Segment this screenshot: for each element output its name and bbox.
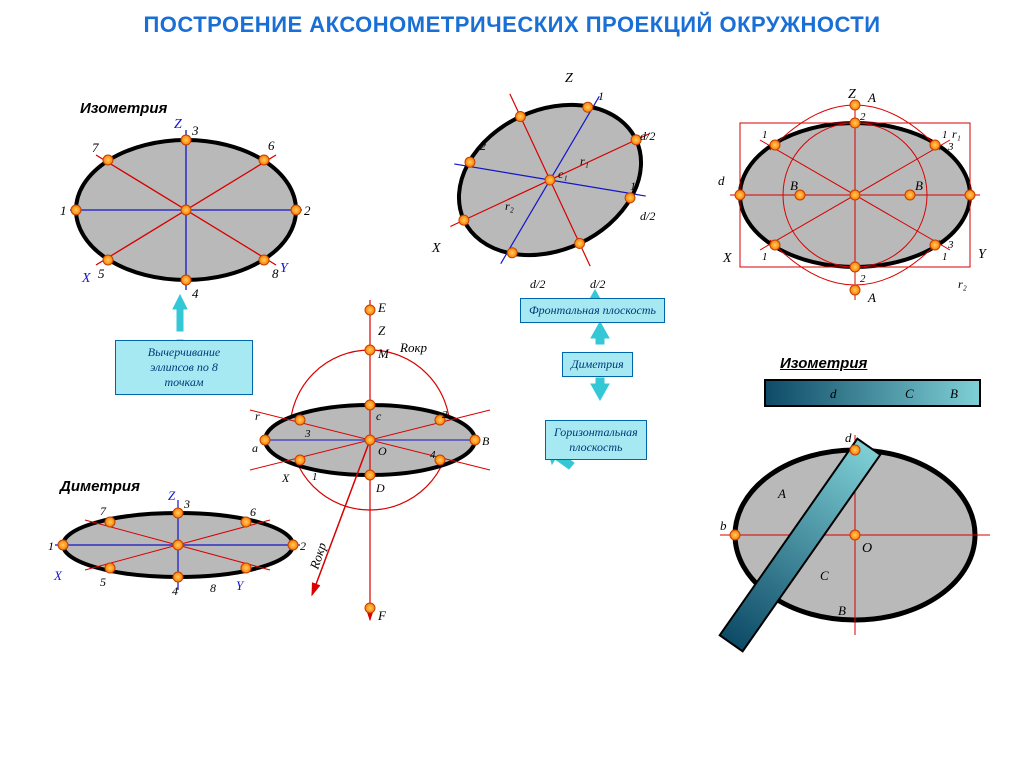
- svg-text:B: B: [838, 603, 846, 618]
- svg-text:Z: Z: [168, 488, 176, 503]
- svg-text:3: 3: [947, 239, 954, 251]
- svg-text:5: 5: [100, 575, 106, 589]
- svg-text:B: B: [482, 434, 490, 448]
- svg-text:1: 1: [60, 203, 67, 218]
- svg-text:3: 3: [183, 497, 190, 511]
- svg-text:1: 1: [942, 251, 948, 263]
- svg-text:A: A: [867, 290, 876, 305]
- fig6-iso-bars: O b d d C B A C B: [720, 380, 990, 651]
- callout-horizontal: Горизонтальнаяплоскость: [545, 420, 647, 460]
- svg-text:1: 1: [312, 471, 318, 483]
- svg-text:Y: Y: [978, 247, 988, 262]
- svg-text:2: 2: [860, 111, 866, 123]
- svg-text:a: a: [252, 441, 258, 455]
- fig5-dimetry-ellipse: 1 2 3 4 5 6 7 8 Z X Y: [48, 488, 306, 598]
- svg-text:c₁: c₁: [558, 167, 568, 181]
- svg-text:2: 2: [304, 203, 311, 218]
- fig4-construction: E F Z M Rокр c O a B D X r 3 1 2 4 Rокр: [250, 300, 490, 623]
- svg-text:d: d: [718, 173, 725, 188]
- svg-text:Y: Y: [236, 578, 245, 593]
- svg-text:r₁: r₁: [580, 154, 589, 168]
- callout-dimetry: Диметрия: [562, 352, 633, 377]
- svg-text:D: D: [375, 481, 385, 495]
- svg-text:X: X: [53, 568, 63, 583]
- svg-text:B: B: [915, 178, 923, 193]
- svg-text:d/2: d/2: [640, 129, 655, 143]
- svg-text:M: M: [377, 346, 390, 361]
- svg-text:8: 8: [210, 581, 216, 595]
- svg-text:d/2: d/2: [590, 277, 605, 291]
- svg-text:r: r: [255, 409, 260, 423]
- svg-text:b: b: [720, 518, 727, 533]
- svg-text:6: 6: [268, 138, 275, 153]
- svg-text:O: O: [862, 541, 872, 556]
- svg-text:3: 3: [304, 428, 311, 440]
- svg-text:1: 1: [48, 539, 54, 553]
- svg-text:7: 7: [100, 504, 107, 518]
- svg-text:d/2: d/2: [640, 209, 655, 223]
- svg-text:4: 4: [192, 286, 199, 301]
- svg-text:X: X: [281, 471, 290, 485]
- callout-frontal: Фронтальная плоскость: [520, 298, 665, 323]
- svg-text:B: B: [790, 178, 798, 193]
- svg-text:2: 2: [860, 273, 866, 285]
- svg-text:r₂: r₂: [958, 277, 967, 291]
- svg-text:2: 2: [442, 409, 448, 421]
- svg-text:Y: Y: [280, 261, 290, 276]
- svg-text:Z: Z: [848, 87, 856, 102]
- svg-text:7: 7: [92, 140, 99, 155]
- svg-text:Z: Z: [378, 323, 386, 338]
- svg-text:C: C: [905, 386, 914, 401]
- svg-text:3: 3: [947, 141, 954, 153]
- svg-text:1: 1: [630, 179, 636, 193]
- svg-text:1: 1: [598, 89, 604, 103]
- svg-text:X: X: [431, 241, 441, 256]
- svg-text:3: 3: [191, 123, 199, 138]
- svg-text:A: A: [777, 486, 786, 501]
- svg-text:r₂: r₂: [505, 199, 514, 213]
- svg-text:6: 6: [250, 505, 256, 519]
- svg-text:5: 5: [98, 266, 105, 281]
- svg-text:4: 4: [172, 584, 178, 598]
- svg-text:1: 1: [762, 251, 768, 263]
- svg-text:Z: Z: [174, 117, 182, 132]
- svg-text:Z: Z: [565, 71, 573, 86]
- svg-text:1: 1: [762, 129, 768, 141]
- svg-text:Rокр: Rокр: [399, 340, 428, 355]
- svg-text:X: X: [722, 251, 732, 266]
- svg-text:r₁: r₁: [952, 127, 961, 141]
- svg-text:d/2: d/2: [530, 277, 545, 291]
- svg-text:1: 1: [942, 129, 948, 141]
- svg-text:4: 4: [430, 449, 436, 461]
- svg-text:O: O: [378, 444, 387, 458]
- fig3-ellipse: Z Y X A A B B d r₁ r₂ 2 2 1 1 1 1 3 3: [718, 87, 988, 305]
- svg-text:d: d: [830, 386, 837, 401]
- svg-text:2: 2: [300, 539, 306, 553]
- svg-text:c: c: [376, 409, 382, 423]
- fig2-frontal-ellipse: Z X 1 2 1 d/2 d/2 d/2 d/2 r₁ r₂ c₁: [410, 47, 690, 312]
- callout-8points: Вычерчиваниеэллипсов по 8точкам: [115, 340, 253, 395]
- svg-text:A: A: [867, 90, 876, 105]
- fig1-isometry-ellipse: 1 2 3 4 5 6 7 8 Z X Y: [60, 117, 311, 301]
- svg-text:8: 8: [272, 266, 279, 281]
- svg-text:d: d: [845, 430, 852, 445]
- svg-text:X: X: [81, 271, 91, 286]
- svg-text:E: E: [377, 300, 386, 315]
- svg-text:B: B: [950, 386, 958, 401]
- svg-text:2: 2: [480, 139, 486, 153]
- svg-text:C: C: [820, 568, 829, 583]
- svg-text:F: F: [377, 608, 387, 623]
